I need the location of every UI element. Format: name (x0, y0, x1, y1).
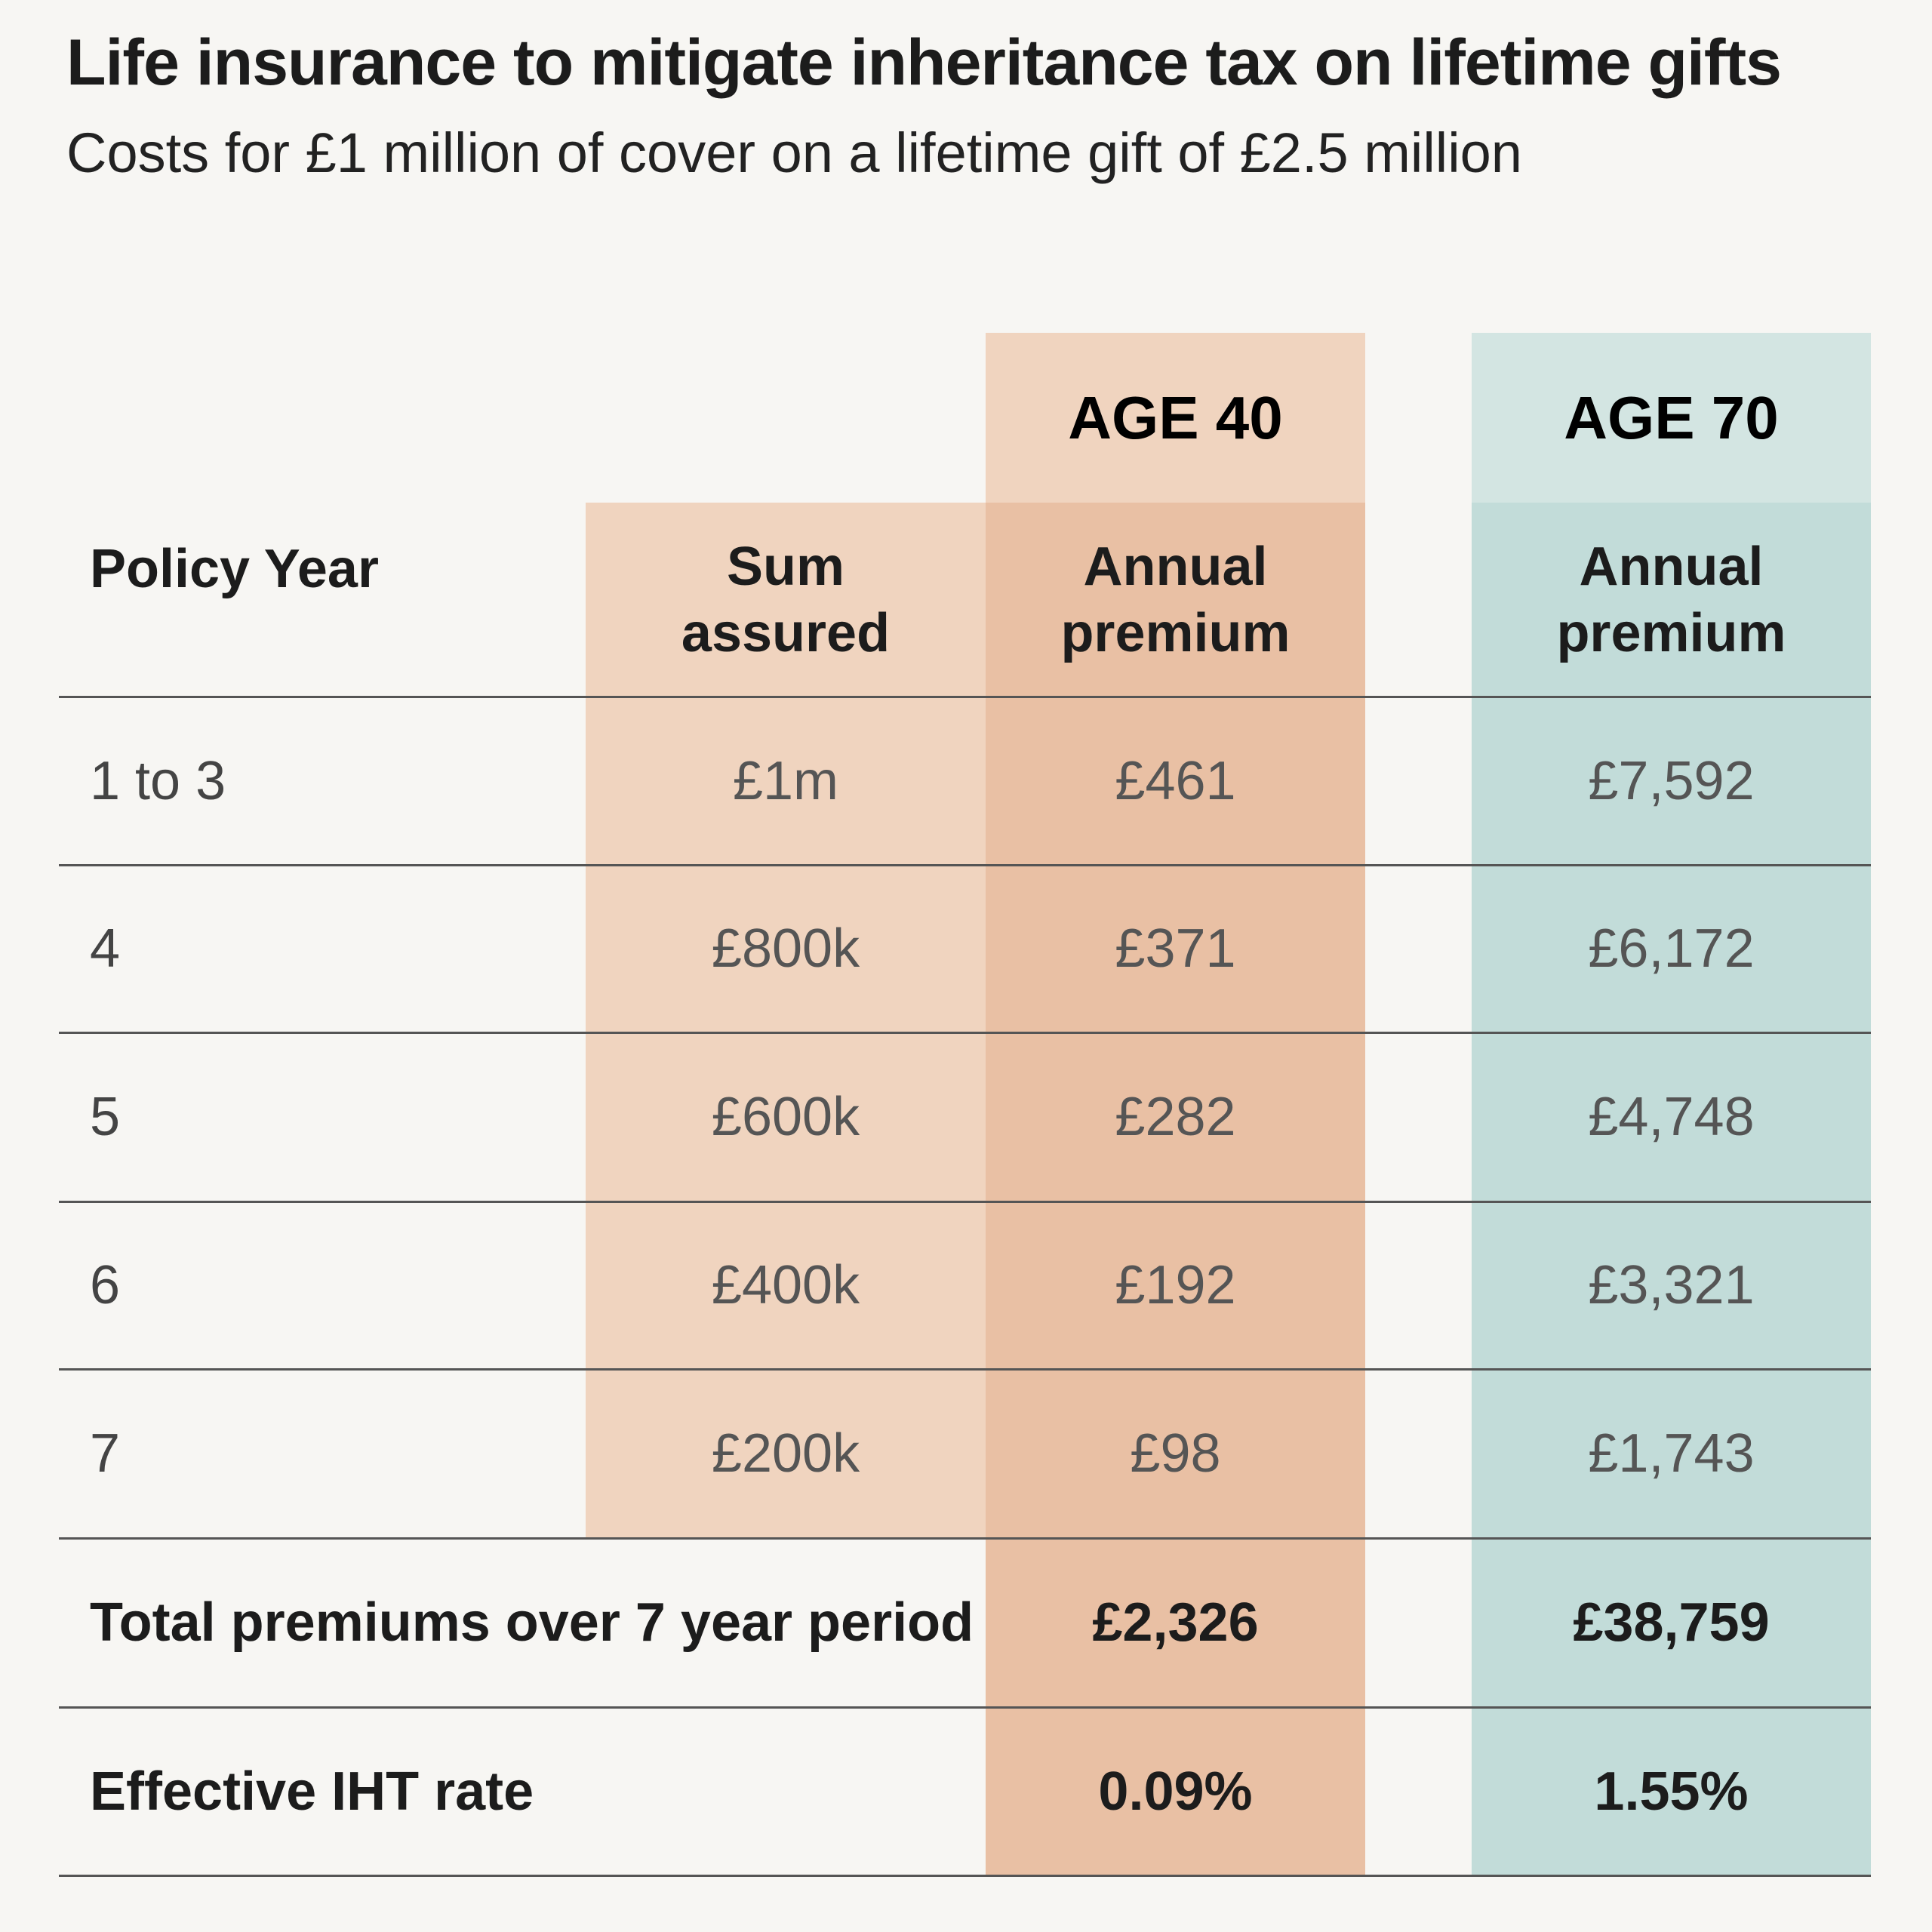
age70-premium-cell: £1,743 (1588, 1423, 1755, 1484)
total-age70-cell: £38,759 (1573, 1592, 1770, 1653)
age40-premium-cell: £371 (1115, 918, 1236, 979)
age40-premium-cell: £282 (1115, 1087, 1236, 1147)
policy-year-header: Policy Year (90, 538, 379, 599)
total-age40-cell: £2,326 (1092, 1592, 1259, 1653)
policy-year-cell: 1 to 3 (90, 750, 226, 811)
annual-premium-40-header: Annual premium (1060, 536, 1291, 663)
row-divider (59, 1368, 1871, 1371)
policy-year-cell: 5 (90, 1087, 121, 1147)
age70-premium-cell: £3,321 (1588, 1255, 1755, 1315)
age40-header-bg (986, 333, 1365, 503)
policy-year-cell: 4 (90, 918, 121, 979)
row-divider (59, 864, 1871, 866)
sum-assured-cell: £1m (732, 750, 839, 811)
row-divider (59, 1875, 1871, 1877)
age70-header: AGE 70 (1564, 383, 1779, 451)
row-divider (59, 696, 1871, 698)
age70-premium-cell: £7,592 (1588, 750, 1755, 811)
policy-year-cell: 7 (90, 1423, 121, 1484)
row-divider (59, 1201, 1871, 1203)
sum-assured-cell: £800k (711, 918, 860, 979)
total-label: Total premiums over 7 year period (90, 1592, 974, 1653)
sum-assured-cell: £200k (711, 1423, 860, 1484)
row-divider (59, 1706, 1871, 1709)
policy-year-cell: 6 (90, 1255, 121, 1315)
age40-premium-cell: £98 (1130, 1423, 1221, 1484)
age40-premium-cell: £461 (1115, 750, 1236, 811)
sum-assured-cell: £400k (711, 1255, 860, 1315)
chart-title: Life insurance to mitigate inheritance t… (66, 26, 1782, 99)
sum-assured-header: Sum assured (681, 536, 891, 663)
row-divider (59, 1537, 1871, 1540)
rate-age70-cell: 1.55% (1594, 1761, 1749, 1822)
rate-label: Effective IHT rate (90, 1761, 534, 1822)
sum-assured-cell: £600k (711, 1087, 860, 1147)
age70-premium-cell: £6,172 (1588, 918, 1755, 979)
rate-age40-cell: 0.09% (1098, 1761, 1253, 1822)
age40-header: AGE 40 (1068, 383, 1283, 451)
annual-premium-70-header: Annual premium (1556, 536, 1786, 663)
sum-assured-column-bg (586, 503, 986, 1538)
age70-premium-cell: £4,748 (1588, 1087, 1755, 1147)
age70-header-bg (1472, 333, 1871, 503)
chart-subtitle: Costs for £1 million of cover on a lifet… (66, 122, 1522, 184)
row-divider (59, 1032, 1871, 1034)
age40-premium-cell: £192 (1115, 1255, 1236, 1315)
age40-column-bg (986, 503, 1365, 1875)
age70-column-bg (1472, 503, 1871, 1875)
